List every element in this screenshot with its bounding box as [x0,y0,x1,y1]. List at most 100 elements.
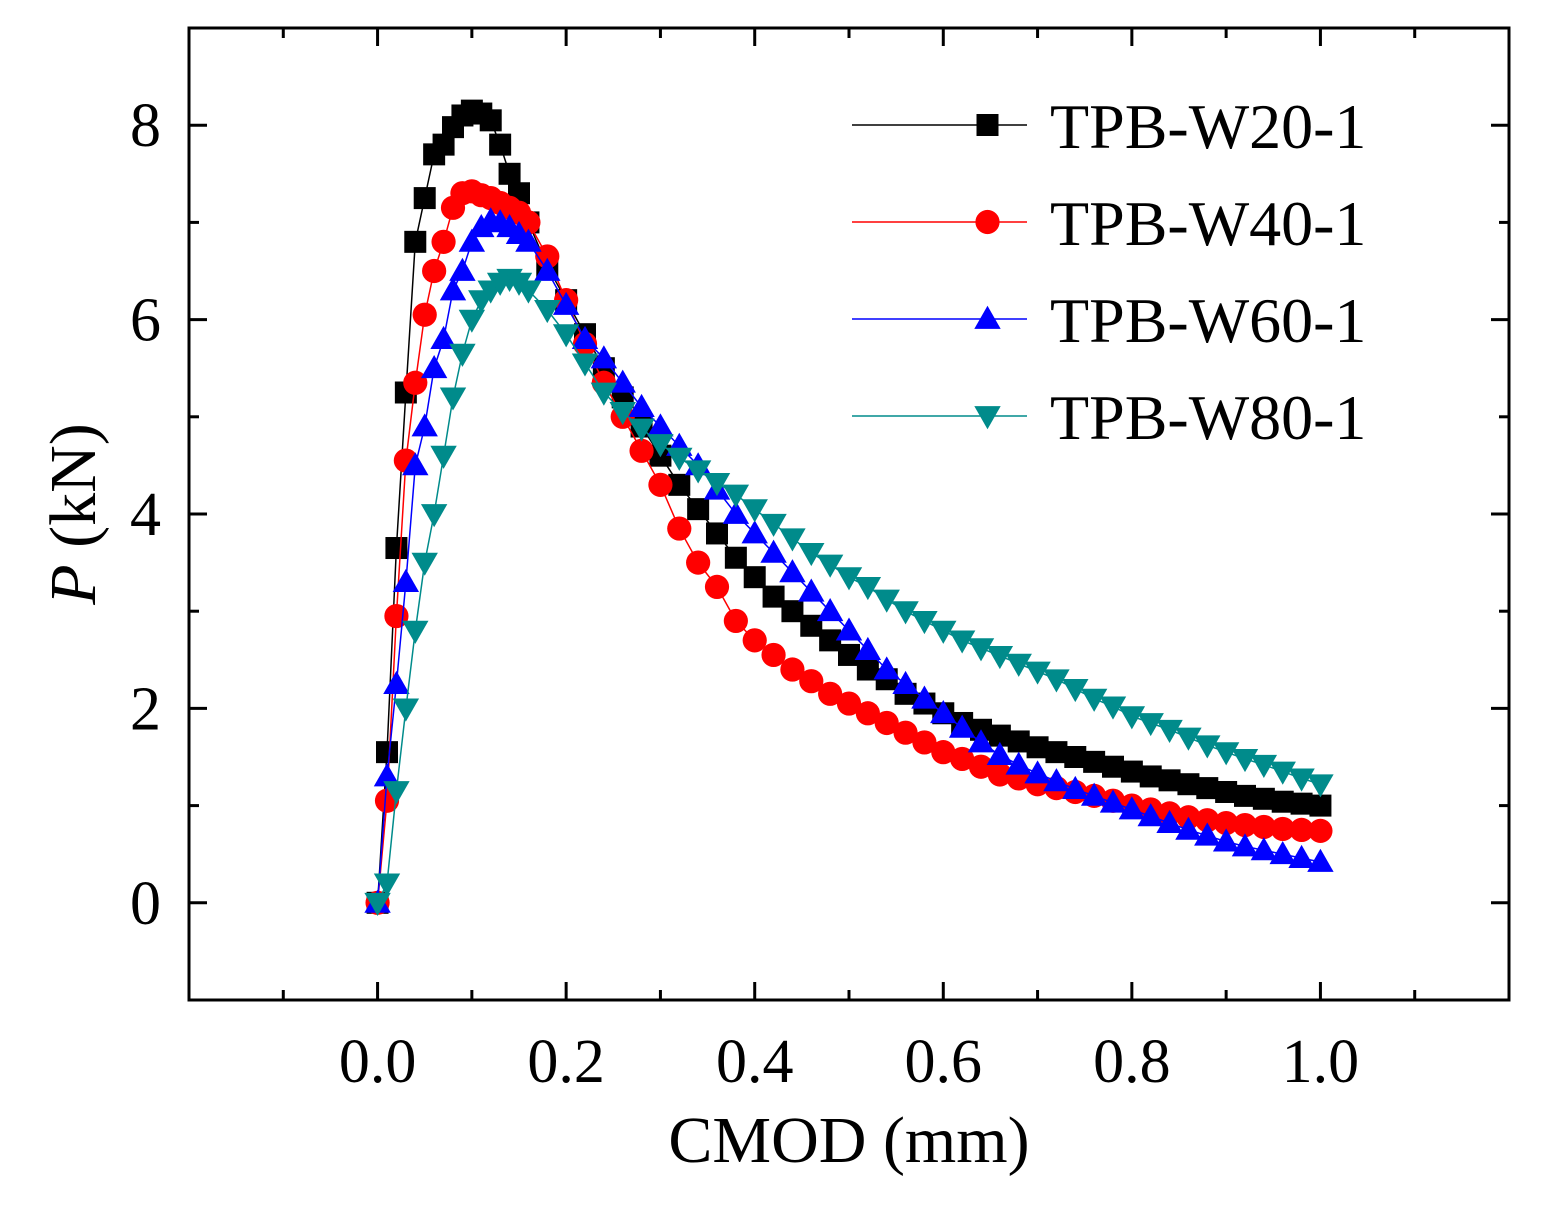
data-point [552,291,580,315]
data-point [1099,696,1127,720]
data-point [430,445,457,469]
data-point [741,520,768,544]
data-point [1045,741,1068,764]
x-tick-label: 0.6 [905,1028,983,1096]
data-point [1212,742,1240,766]
data-point [1307,774,1334,798]
data-point [1288,768,1315,792]
data-point [874,710,899,736]
data-point [723,608,748,634]
x-tick-label: 0.2 [527,1028,605,1096]
data-point [1194,822,1221,846]
legend-item-TPB-W20-1: TPB-W20-1 [852,91,1366,162]
data-point [667,516,692,541]
x-tick-label: 0.4 [716,1028,794,1096]
data-point [1062,775,1089,799]
data-point [1083,750,1106,773]
data-point [948,630,976,654]
series-TPB-W80-1 [364,268,1334,916]
data-point [1024,760,1051,784]
data-point [1118,796,1146,820]
data-point [911,611,938,635]
legend-label: TPB-W20-1 [1050,91,1366,162]
data-point [392,568,420,592]
y-tick-label: 2 [130,675,161,743]
data-point [364,892,391,916]
axes: 0.0 0.2 0.4 0.6 0.8 1.0 0 2 4 6 8 [130,26,1511,1096]
data-point [835,567,863,591]
data-point [1175,816,1202,840]
data-point [893,720,918,745]
data-point [684,460,712,484]
data-point [629,438,654,463]
data-point [986,741,1014,765]
data-point [571,325,599,349]
data-point [1139,765,1162,788]
data-point [986,646,1014,670]
data-point [856,658,879,681]
data-point [950,746,975,772]
data-point [930,700,957,724]
data-point [800,614,823,637]
data-point [647,434,674,458]
data-point [383,781,410,805]
plot-frame [187,26,1511,1002]
data-point [1196,777,1219,800]
data-point [1234,784,1256,807]
legend-item-TPB-W60-1: TPB-W60-1 [852,285,1366,356]
data-point [1271,790,1294,813]
data-point [1308,818,1333,843]
data-point [703,472,731,497]
x-tick-label: 0.0 [339,1028,417,1096]
data-point [1231,833,1259,857]
data-point [967,729,995,753]
data-point [835,617,863,641]
data-point [1250,837,1278,861]
data-point [1288,844,1315,868]
data-point [420,355,448,379]
data-point [781,600,804,623]
data-point [609,369,636,393]
y-tick-label: 6 [130,287,161,355]
data-point [948,714,976,738]
data-point [489,133,512,156]
data-point [420,504,448,528]
data-point [449,257,476,281]
data-point [798,542,825,567]
data-point [1156,809,1183,833]
data-point [741,499,768,523]
x-tick-label: 1.0 [1282,1028,1360,1096]
data-point [431,229,456,254]
x-axis-title: CMOD (mm) [668,1104,1029,1177]
data-point [403,370,428,395]
data-point [987,762,1012,787]
data-point [376,741,398,764]
data-point [1024,661,1051,685]
data-point [385,537,408,560]
legend-marker [974,406,1001,430]
data-point [912,730,937,755]
data-point [392,698,420,722]
data-point [1062,679,1089,703]
data-point [988,724,1011,747]
data-point [373,763,401,787]
data-point [515,228,542,252]
data-point [404,230,427,253]
data-point [892,601,919,625]
data-point [439,277,467,301]
data-point [1118,706,1146,730]
data-point [968,754,994,779]
data-point [816,598,844,622]
data-point [373,873,401,897]
data-point [628,393,655,417]
data-point [798,578,825,602]
legend-marker [974,305,1001,329]
legend-label: TPB-W40-1 [1050,188,1366,259]
data-point [762,585,785,608]
legend-label: TPB-W80-1 [1050,382,1366,453]
data-point [722,484,750,508]
data-point [1080,782,1108,806]
data-point [1269,761,1296,785]
series-TPB-W40-1 [365,179,1333,915]
data-point [411,552,438,576]
